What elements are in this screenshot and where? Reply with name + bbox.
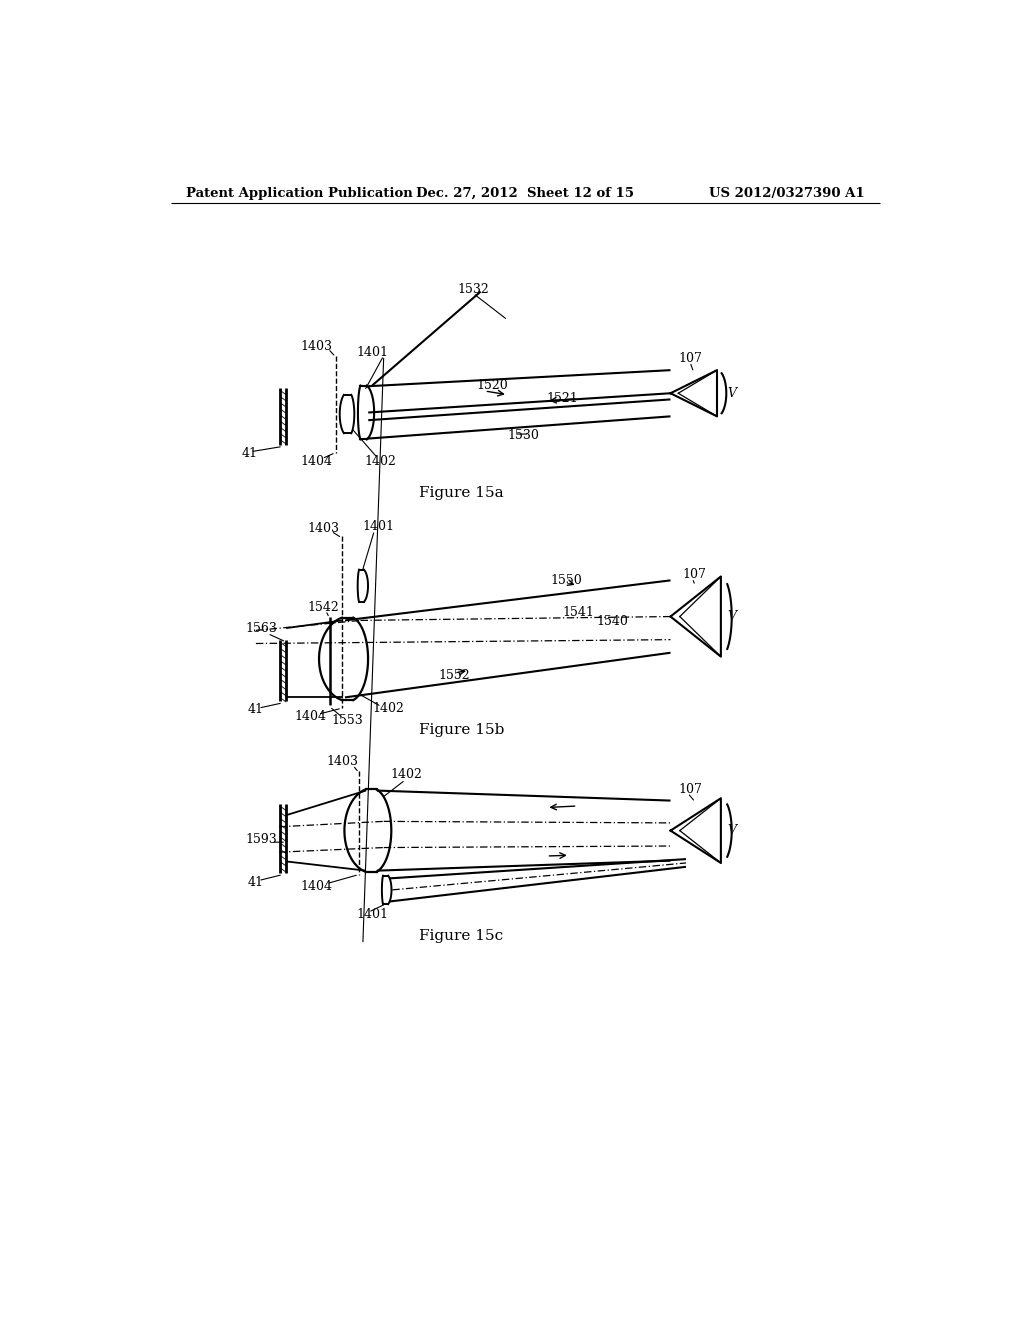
Text: 1521: 1521 <box>547 392 579 405</box>
Text: 1550: 1550 <box>550 574 582 587</box>
Text: 1403: 1403 <box>300 339 332 352</box>
Text: 1404: 1404 <box>300 454 332 467</box>
Text: Figure 15c: Figure 15c <box>419 929 504 942</box>
Text: US 2012/0327390 A1: US 2012/0327390 A1 <box>709 186 864 199</box>
Text: 41: 41 <box>242 446 258 459</box>
Text: 1401: 1401 <box>356 346 389 359</box>
Text: 107: 107 <box>678 352 702 366</box>
Text: 1540: 1540 <box>597 615 629 628</box>
Text: 1553: 1553 <box>331 714 362 727</box>
Text: 1402: 1402 <box>390 768 422 781</box>
Text: 1401: 1401 <box>362 520 395 533</box>
Text: V: V <box>727 387 736 400</box>
Text: 41: 41 <box>248 875 264 888</box>
Text: 1520: 1520 <box>477 379 509 392</box>
Text: 41: 41 <box>248 704 264 717</box>
Text: V: V <box>727 610 736 623</box>
Text: Dec. 27, 2012  Sheet 12 of 15: Dec. 27, 2012 Sheet 12 of 15 <box>416 186 634 199</box>
Text: 1532: 1532 <box>458 282 489 296</box>
Text: 1404: 1404 <box>300 879 332 892</box>
Text: 1552: 1552 <box>438 669 470 682</box>
Text: 1403: 1403 <box>308 521 340 535</box>
Text: 1542: 1542 <box>308 601 340 614</box>
Text: 1403: 1403 <box>327 755 358 768</box>
Text: 1563: 1563 <box>246 622 278 635</box>
Text: Patent Application Publication: Patent Application Publication <box>186 186 413 199</box>
Text: Figure 15b: Figure 15b <box>419 723 504 737</box>
Text: 1593: 1593 <box>246 833 278 846</box>
Text: 107: 107 <box>678 783 702 796</box>
Text: Figure 15a: Figure 15a <box>419 486 504 500</box>
Text: 1402: 1402 <box>372 702 404 715</box>
Text: 107: 107 <box>683 568 707 581</box>
Text: 1404: 1404 <box>295 710 327 723</box>
Text: 1402: 1402 <box>365 454 396 467</box>
Text: 1401: 1401 <box>356 908 389 921</box>
Text: V: V <box>727 825 736 837</box>
Text: 1530: 1530 <box>508 429 540 442</box>
Text: 1541: 1541 <box>562 606 594 619</box>
